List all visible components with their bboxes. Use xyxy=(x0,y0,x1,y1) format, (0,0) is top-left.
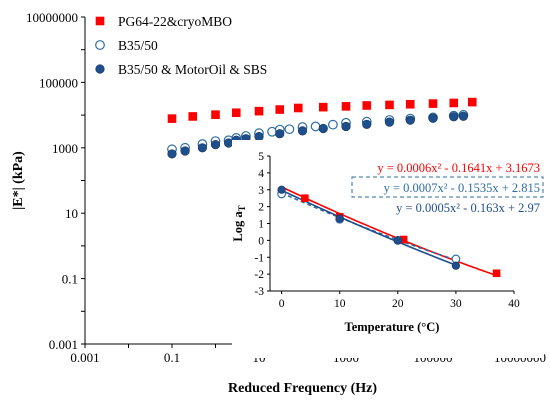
legend-label: B35/50 & MotorOil & SBS xyxy=(118,62,267,77)
x-tick-label: 0.1 xyxy=(164,350,180,365)
data-point xyxy=(197,143,208,153)
legend-label: PG64-22&cryoMBO xyxy=(118,14,232,29)
y-axis-title: |E*| (kPa) xyxy=(11,151,26,210)
inset-y-tick-label: 0 xyxy=(258,235,264,247)
inset-series-2 xyxy=(277,185,461,270)
inset-y-tick-label: -1 xyxy=(254,252,264,264)
y-tick-label: 10000000 xyxy=(26,10,78,25)
data-point xyxy=(293,103,303,113)
inset-y-tick-label: -3 xyxy=(254,286,264,298)
data-point xyxy=(362,101,372,110)
main-plot-marks xyxy=(167,97,477,159)
data-point xyxy=(310,121,321,132)
data-point xyxy=(254,106,264,116)
data-point xyxy=(231,108,241,118)
data-point xyxy=(328,119,338,130)
inset-data-point xyxy=(393,236,402,245)
x-tick-label: 0.001 xyxy=(70,350,99,365)
trendline-2 xyxy=(281,189,457,266)
data-point xyxy=(467,97,477,107)
y-tick-label: 1000 xyxy=(52,141,78,156)
inset-x-tick-label: 10 xyxy=(334,298,346,310)
inset-y-tick-label: -2 xyxy=(254,269,264,281)
inset-y-tick-label: 2 xyxy=(258,202,264,214)
data-point xyxy=(341,121,351,132)
data-point xyxy=(405,99,415,109)
legend-label: B35/50 xyxy=(118,38,158,53)
equation-label: y = 0.0006x² - 0.1641x + 3.1673 xyxy=(377,161,540,175)
data-point xyxy=(341,102,351,111)
inset-x-tick-label: 20 xyxy=(392,298,404,310)
data-point xyxy=(254,132,264,142)
inset-x-axis-title: Temperature (°C) xyxy=(345,320,440,334)
data-point xyxy=(223,138,234,148)
data-point xyxy=(284,124,295,135)
inset-data-point xyxy=(335,214,344,223)
inset-data-point xyxy=(277,185,286,194)
data-point xyxy=(385,100,394,110)
inset-data-point xyxy=(399,235,408,244)
legend-marker xyxy=(95,64,105,74)
series-0 xyxy=(167,97,477,123)
data-point xyxy=(428,113,438,123)
inset-x-tick-label: 40 xyxy=(508,298,520,310)
inset-y-tick-label: 4 xyxy=(258,168,264,180)
data-point xyxy=(384,117,395,127)
inset-data-point xyxy=(301,194,309,202)
data-point xyxy=(449,98,459,108)
data-point xyxy=(275,129,285,139)
data-point xyxy=(211,110,220,119)
data-point xyxy=(362,119,372,129)
data-point xyxy=(428,99,438,108)
data-point xyxy=(210,140,221,150)
data-point xyxy=(297,126,308,136)
data-point xyxy=(167,149,177,159)
trendline-0 xyxy=(281,186,497,277)
data-point xyxy=(318,102,328,112)
inset-data-point xyxy=(492,269,501,278)
inset-x-tick-label: 0 xyxy=(279,298,285,310)
y-tick-label: 0.1 xyxy=(62,272,78,287)
inset-x-tick-label: 30 xyxy=(450,298,462,310)
legend-marker xyxy=(95,16,105,26)
equation-label: y = 0.0005x² - 0.163x + 2.97 xyxy=(396,201,540,215)
equation-label: y = 0.0007x² - 0.1535x + 2.815 xyxy=(384,181,540,195)
inset-y-tick-label: 1 xyxy=(258,219,264,231)
y-tick-label: 10 xyxy=(65,206,78,221)
data-point xyxy=(167,114,177,123)
inset-background xyxy=(232,140,544,358)
y-tick-label: 100000 xyxy=(39,75,78,90)
y-tick-label: 0.001 xyxy=(49,337,78,352)
x-axis-title: Reduced Frequency (Hz) xyxy=(228,381,377,396)
inset-y-axis-title: Log aT xyxy=(231,205,247,241)
data-point xyxy=(449,112,459,122)
data-point xyxy=(458,111,469,121)
legend: PG64-22&cryoMBO B35/50 B35/50 & MotorOil &… xyxy=(95,14,267,77)
data-point xyxy=(180,146,190,156)
data-point xyxy=(318,123,328,134)
inset-plot: -3 -2 -1 0 1 2 3 4 5 0 10 20 30 40 Temperature (°C) Log… xyxy=(231,140,544,358)
inset-data-point xyxy=(451,261,461,270)
inset-y-tick-label: 3 xyxy=(258,185,264,197)
data-point xyxy=(275,105,285,114)
data-point xyxy=(188,112,198,121)
legend-marker xyxy=(95,40,105,50)
inset-y-tick-label: 5 xyxy=(258,151,264,163)
data-point xyxy=(405,115,415,125)
